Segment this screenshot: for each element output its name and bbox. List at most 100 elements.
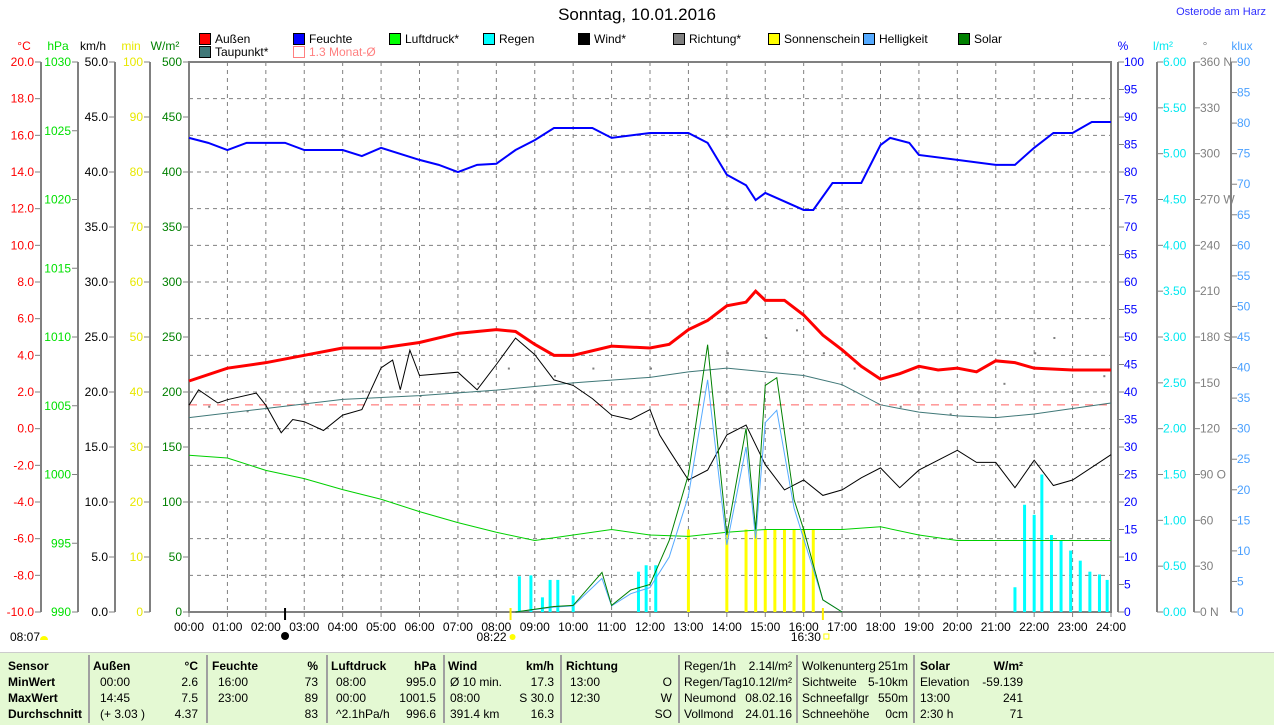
- sun-icon: [40, 636, 48, 640]
- tick-label: 0.0: [91, 605, 108, 619]
- regen-bar: [1023, 504, 1027, 612]
- direction-dot: [1003, 382, 1006, 385]
- regen-bar: [636, 571, 640, 612]
- axis-unit-lux: klux: [1231, 39, 1252, 53]
- tick-label: 150: [1200, 376, 1220, 390]
- tick-label: 70: [1237, 177, 1251, 191]
- legend-item: Außen: [199, 32, 250, 46]
- table-cell: O: [662, 675, 672, 689]
- location-link[interactable]: Osterode am Harz: [1176, 6, 1266, 18]
- direction-dot: [592, 367, 595, 370]
- tick-label: 50: [169, 550, 183, 564]
- direction-dot: [1034, 352, 1037, 355]
- x-tick-label: 01:00: [212, 620, 242, 634]
- legend-item: Wind*: [578, 32, 626, 46]
- x-tick-label: 11:00: [597, 620, 626, 634]
- tick-label: 350: [162, 220, 182, 234]
- tick-label: 1030: [44, 55, 71, 69]
- regen-bar: [1097, 574, 1101, 612]
- tick-label: 40: [1237, 361, 1251, 375]
- tick-label: 50: [1237, 299, 1251, 313]
- axis-unit-wind: km/h: [80, 39, 106, 53]
- table-cell: 10.12l/m²: [741, 675, 792, 689]
- tick-label: 14.0: [11, 165, 35, 179]
- tick-label: 0.50: [1163, 559, 1187, 573]
- legend-item: Taupunkt*: [199, 45, 268, 59]
- x-tick-label: 22:00: [1019, 620, 1049, 634]
- table-cell: Feuchte: [212, 659, 259, 673]
- day-length: 08:07: [10, 630, 40, 644]
- tick-label: 0: [175, 605, 182, 619]
- tick-label: -6.0: [13, 532, 34, 546]
- tick-label: 40: [1124, 385, 1138, 399]
- tick-label: 50.0: [85, 55, 109, 69]
- tick-label: 180 S: [1200, 330, 1231, 344]
- tick-label: 4.0: [17, 348, 34, 362]
- tick-label: 85: [1237, 86, 1251, 100]
- tick-label: 270 W: [1200, 193, 1235, 207]
- direction-dot: [553, 375, 556, 378]
- legend-item: Helligkeit: [863, 32, 928, 46]
- sunrise-time: 08:22: [477, 630, 507, 644]
- tick-label: 65: [1124, 248, 1138, 262]
- regen-bar: [1059, 540, 1063, 612]
- tick-label: 3.00: [1163, 330, 1187, 344]
- series-luftdruck: [188, 454, 1111, 542]
- legend-swatch-icon: [293, 46, 305, 58]
- tick-label: 60: [1200, 513, 1214, 527]
- x-tick-label: 04:00: [328, 620, 358, 634]
- tick-label: 15: [1124, 523, 1138, 537]
- table-cell: 995.0: [405, 675, 436, 689]
- tick-label: -4.0: [13, 495, 34, 509]
- tick-label: 0: [136, 605, 143, 619]
- table-cell: 16:00: [218, 675, 249, 689]
- regen-bar: [540, 597, 544, 612]
- tick-label: 20: [1237, 483, 1251, 497]
- table-cell: 0cm: [885, 707, 908, 721]
- tick-label: 1025: [44, 124, 71, 138]
- tick-label: 30: [1200, 559, 1214, 573]
- tick-label: 40.0: [85, 165, 109, 179]
- tick-label: 75: [1237, 147, 1251, 161]
- x-tick-label: 24:00: [1096, 620, 1126, 634]
- legend-label: Wind*: [594, 32, 627, 46]
- sonnenschein-bar: [725, 529, 729, 612]
- tick-label: 300: [162, 275, 182, 289]
- x-tick-label: 08:00: [481, 620, 511, 634]
- sonnenschein-bar: [802, 529, 806, 612]
- tick-label: 55: [1124, 303, 1138, 317]
- table-cell: Sensor: [8, 659, 49, 673]
- tick-label: 95: [1124, 83, 1138, 97]
- tick-label: -8.0: [13, 568, 34, 582]
- regen-bar: [1032, 514, 1036, 612]
- tick-label: 70: [130, 220, 144, 234]
- table-cell: 16.3: [530, 707, 554, 721]
- table-cell: 391.4 km: [450, 707, 500, 721]
- table-cell: hPa: [413, 659, 436, 673]
- tick-label: 85: [1124, 138, 1138, 152]
- x-tick-label: 19:00: [904, 620, 934, 634]
- tick-label: 400: [162, 165, 182, 179]
- tick-label: 5.50: [1163, 101, 1187, 115]
- tick-label: 80: [1237, 116, 1251, 130]
- table-cell: 2.6: [181, 675, 198, 689]
- table-cell: Schneehöhe: [802, 707, 870, 721]
- direction-dot: [853, 367, 856, 370]
- tick-label: 1010: [44, 330, 71, 344]
- axis-unit-solar: W/m²: [151, 39, 180, 53]
- x-tick-label: 12:00: [635, 620, 665, 634]
- legend-swatch-icon: [578, 33, 590, 45]
- legend-label: Solar: [974, 32, 1003, 46]
- tick-label: 16.0: [11, 128, 35, 142]
- table-cell: S 30.0: [519, 691, 554, 705]
- tick-label: 20.0: [11, 55, 35, 69]
- sonnenschein-bar: [763, 529, 767, 612]
- direction-dot: [650, 367, 652, 370]
- weather-chart: °C 20.0 18.0 16.0 14.0 12.0 10.0 8.0 6.0 4.0 2.0 0.…: [7, 39, 1253, 644]
- x-tick-label: 15:00: [750, 620, 780, 634]
- table-cell: 2.14l/m²: [748, 659, 792, 673]
- tick-label: 995: [51, 536, 71, 550]
- tick-label: 120: [1200, 422, 1220, 436]
- legend-label: Regen: [499, 32, 535, 46]
- x-tick-label: 14:00: [712, 620, 742, 634]
